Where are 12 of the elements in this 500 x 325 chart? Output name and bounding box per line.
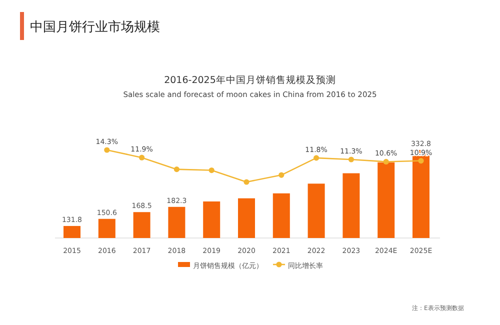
- point: [139, 154, 145, 160]
- point: [244, 179, 250, 185]
- point: [348, 156, 354, 162]
- point: [383, 158, 389, 165]
- point: [104, 147, 110, 153]
- point: [174, 166, 180, 172]
- point: [208, 167, 214, 174]
- point: [418, 158, 424, 164]
- point: [278, 172, 284, 178]
- point: [314, 155, 320, 161]
- title: 2016-2025年中国月饼销售规模及预测: [164, 75, 336, 86]
- annotation: 中国月饼行业市场规模: [30, 20, 160, 35]
